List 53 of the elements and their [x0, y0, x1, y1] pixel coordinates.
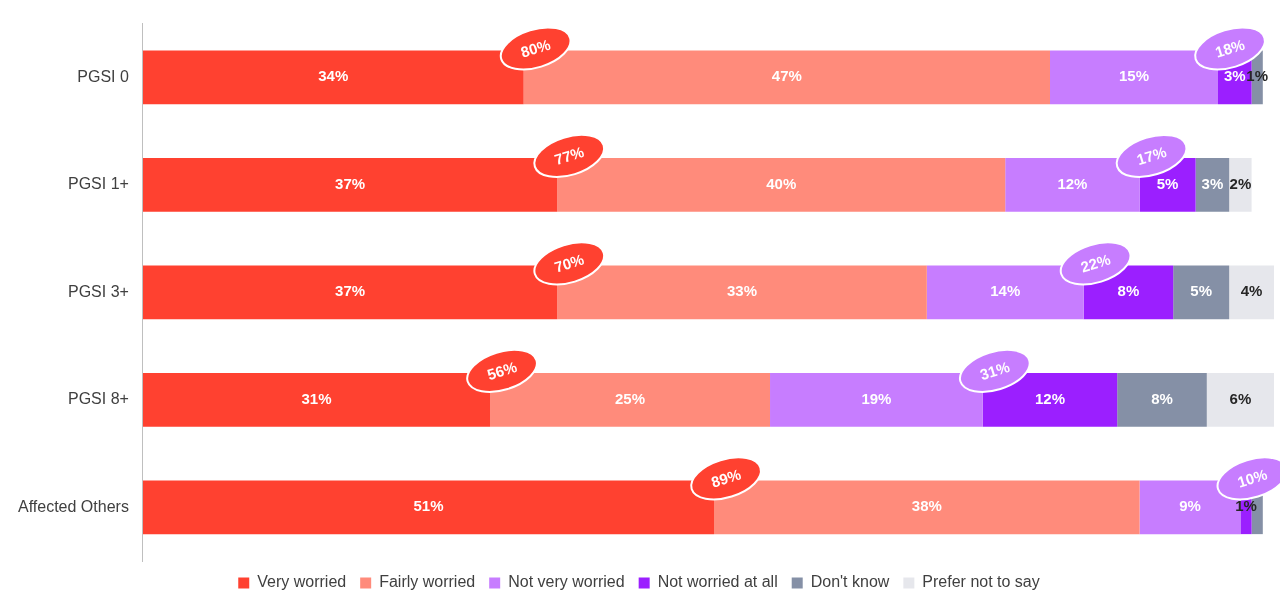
- legend-label: Very worried: [257, 573, 347, 591]
- data-label: 6%: [1229, 389, 1252, 407]
- data-label: 19%: [861, 389, 892, 407]
- bar: [1206, 372, 1274, 427]
- annotation: 17%: [1134, 143, 1169, 169]
- data-label: 5%: [1190, 282, 1213, 300]
- data-label: 5%: [1156, 174, 1179, 192]
- legend-label: Not very worried: [508, 573, 625, 591]
- data-label: 47%: [771, 67, 802, 85]
- data-label: 12%: [1057, 174, 1088, 192]
- data-label: 40%: [766, 174, 797, 192]
- annotation: 31%: [977, 358, 1012, 384]
- data-label: 4%: [1240, 282, 1263, 300]
- data-label: 51%: [413, 497, 444, 515]
- data-label: 37%: [335, 174, 366, 192]
- annotation: 70%: [552, 250, 586, 276]
- data-label: 12%: [1035, 389, 1066, 407]
- data-label: 3%: [1201, 174, 1224, 192]
- y-tick-label: PGSI 0: [77, 67, 129, 85]
- data-label: 9%: [1179, 497, 1201, 515]
- y-tick-label: PGSI 3+: [67, 282, 129, 300]
- bar: [1229, 265, 1274, 320]
- bar: [1229, 157, 1252, 212]
- data-label: 14%: [990, 282, 1021, 300]
- annotation: 56%: [485, 358, 519, 384]
- data-label: 2%: [1229, 174, 1252, 192]
- y-tick-label: Affected Others: [18, 497, 129, 515]
- annotation: 10%: [1235, 465, 1270, 491]
- data-label: 37%: [335, 282, 366, 300]
- data-label: 34%: [318, 67, 349, 85]
- annotation: 77%: [552, 143, 586, 169]
- data-label: 31%: [301, 389, 332, 407]
- data-label: 15%: [1118, 67, 1150, 85]
- legend-label: Not worried at all: [657, 573, 778, 591]
- bar: [1173, 265, 1230, 320]
- data-label: 1%: [1235, 497, 1257, 515]
- data-label: 8%: [1151, 389, 1173, 407]
- y-tick-label: PGSI 1+: [67, 175, 129, 193]
- legend-label: Don't know: [810, 573, 890, 591]
- annotation: 18%: [1213, 35, 1247, 61]
- y-tick-label: PGSI 8+: [67, 390, 129, 408]
- legend-label: Fairly worried: [379, 573, 476, 591]
- bar: [1117, 372, 1207, 427]
- bar: [1195, 157, 1230, 212]
- data-label: 25%: [615, 389, 646, 407]
- annotation: 80%: [518, 35, 553, 61]
- data-label: 8%: [1117, 282, 1140, 300]
- legend-label: Prefer not to say: [922, 573, 1040, 591]
- data-label: 33%: [727, 282, 758, 300]
- data-label: 38%: [911, 497, 942, 515]
- annotation: 22%: [1078, 250, 1113, 276]
- data-label: 3%: [1223, 67, 1246, 85]
- annotation: 89%: [709, 465, 743, 491]
